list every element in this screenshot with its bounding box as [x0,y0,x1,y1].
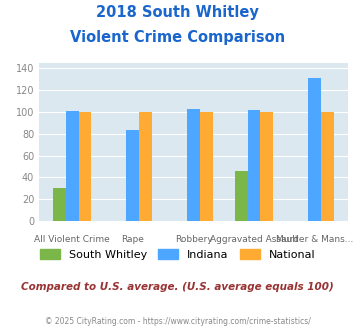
Text: Aggravated Assault: Aggravated Assault [210,235,298,244]
Bar [126,130,139,221]
Bar [321,112,334,221]
Text: Violent Crime Comparison: Violent Crime Comparison [70,30,285,45]
Text: Robbery: Robbery [175,235,212,244]
Bar [248,110,261,221]
Text: All Violent Crime: All Violent Crime [34,235,110,244]
Bar [139,112,152,221]
Text: Compared to U.S. average. (U.S. average equals 100): Compared to U.S. average. (U.S. average … [21,282,334,292]
Bar [235,171,248,221]
Bar [187,109,200,221]
Text: Murder & Mans...: Murder & Mans... [276,235,354,244]
Text: © 2025 CityRating.com - https://www.cityrating.com/crime-statistics/: © 2025 CityRating.com - https://www.city… [45,317,310,326]
Bar [66,111,78,221]
Bar [308,78,321,221]
Legend: South Whitley, Indiana, National: South Whitley, Indiana, National [36,245,320,264]
Text: 2018 South Whitley: 2018 South Whitley [96,5,259,20]
Bar [200,112,213,221]
Bar [53,188,66,221]
Text: Rape: Rape [121,235,144,244]
Bar [261,112,273,221]
Bar [78,112,91,221]
